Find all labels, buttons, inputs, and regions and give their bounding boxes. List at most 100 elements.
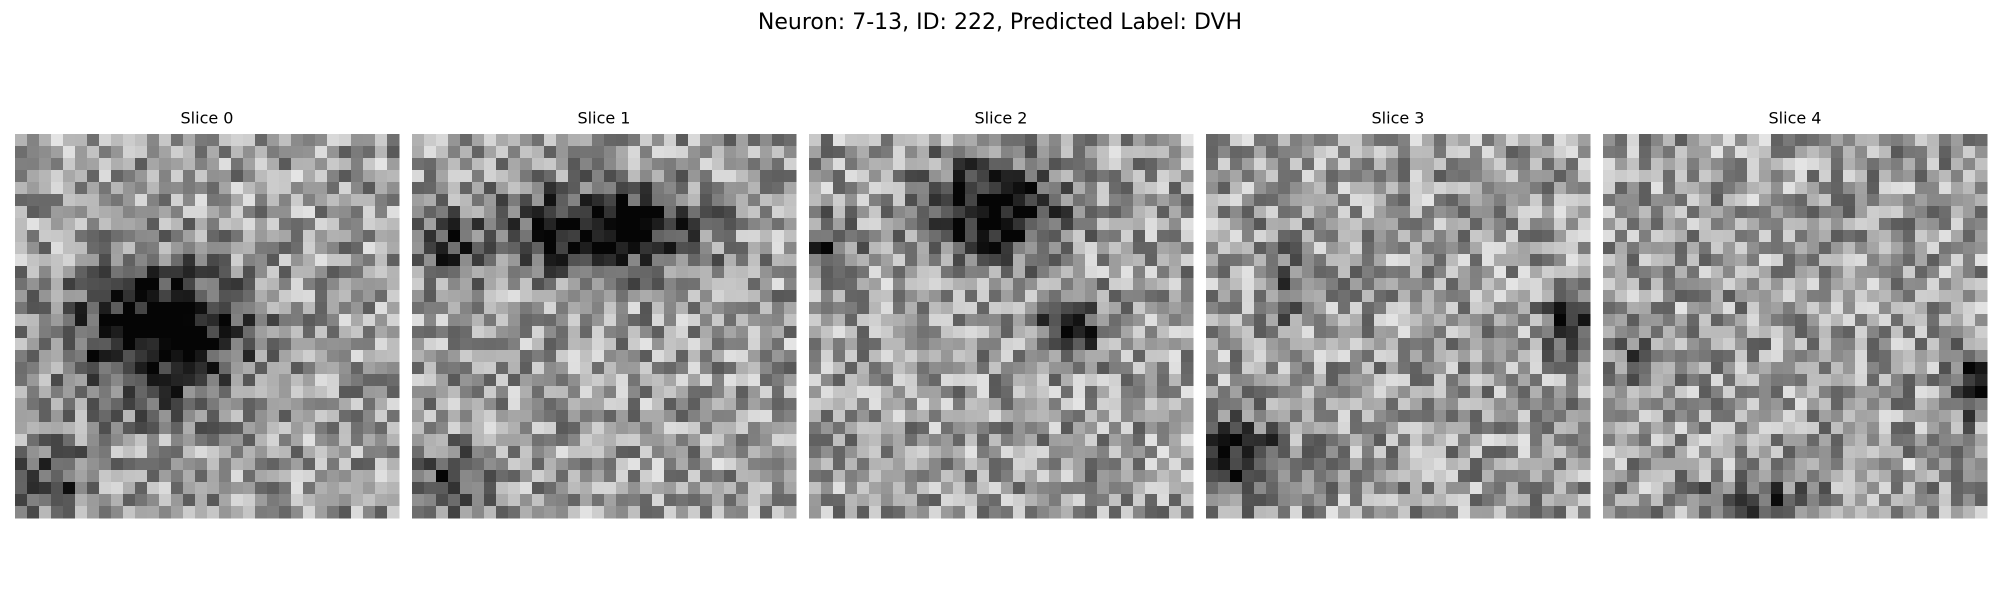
pixel xyxy=(424,506,437,519)
pixel xyxy=(857,146,870,159)
pixel xyxy=(1350,326,1363,339)
pixel xyxy=(1290,158,1303,171)
pixel xyxy=(965,182,978,195)
pixel xyxy=(544,278,557,291)
pixel xyxy=(1627,266,1640,279)
pixel xyxy=(1578,146,1591,159)
pixel xyxy=(99,302,112,315)
pixel xyxy=(496,506,509,519)
pixel xyxy=(508,338,521,351)
pixel xyxy=(1001,482,1014,495)
pixel xyxy=(568,470,581,483)
pixel xyxy=(1073,458,1086,471)
pixel xyxy=(568,134,581,147)
pixel xyxy=(989,170,1002,183)
pixel xyxy=(135,314,148,327)
pixel xyxy=(51,338,64,351)
pixel xyxy=(712,182,725,195)
pixel xyxy=(1819,158,1832,171)
pixel xyxy=(1819,434,1832,447)
pixel xyxy=(700,230,713,243)
pixel xyxy=(929,386,942,399)
pixel xyxy=(1783,446,1796,459)
pixel xyxy=(39,458,52,471)
pixel xyxy=(1939,170,1952,183)
pixel xyxy=(1639,350,1652,363)
pixel xyxy=(592,266,605,279)
pixel xyxy=(1530,374,1543,387)
pixel xyxy=(1951,194,1964,207)
pixel xyxy=(75,170,88,183)
pixel xyxy=(809,374,822,387)
pixel xyxy=(736,482,749,495)
pixel xyxy=(1735,182,1748,195)
pixel xyxy=(1398,302,1411,315)
pixel xyxy=(508,194,521,207)
pixel xyxy=(1037,374,1050,387)
pixel xyxy=(1049,506,1062,519)
pixel xyxy=(1169,206,1182,219)
pixel xyxy=(989,254,1002,267)
pixel xyxy=(436,242,449,255)
pixel xyxy=(941,194,954,207)
pixel xyxy=(965,470,978,483)
pixel xyxy=(712,410,725,423)
pixel xyxy=(1013,230,1026,243)
pixel xyxy=(1061,386,1074,399)
pixel xyxy=(700,290,713,303)
pixel xyxy=(351,278,364,291)
pixel xyxy=(1831,194,1844,207)
pixel xyxy=(736,182,749,195)
pixel xyxy=(1230,446,1243,459)
pixel xyxy=(448,230,461,243)
pixel xyxy=(556,182,569,195)
pixel xyxy=(123,398,136,411)
pixel xyxy=(700,482,713,495)
pixel xyxy=(688,398,701,411)
pixel xyxy=(1338,278,1351,291)
pixel xyxy=(568,398,581,411)
pixel xyxy=(580,326,593,339)
pixel xyxy=(1687,290,1700,303)
pixel xyxy=(688,458,701,471)
pixel xyxy=(821,374,834,387)
pixel xyxy=(1795,158,1808,171)
pixel xyxy=(508,314,521,327)
pixel xyxy=(1085,314,1098,327)
pixel xyxy=(1470,278,1483,291)
pixel xyxy=(1867,278,1880,291)
pixel xyxy=(496,350,509,363)
pixel xyxy=(700,386,713,399)
pixel xyxy=(1374,398,1387,411)
pixel xyxy=(1206,266,1219,279)
pixel xyxy=(784,194,797,207)
pixel xyxy=(544,434,557,447)
pixel xyxy=(1386,314,1399,327)
pixel xyxy=(363,146,376,159)
pixel xyxy=(1867,146,1880,159)
pixel xyxy=(1025,242,1038,255)
pixel xyxy=(424,470,437,483)
pixel xyxy=(1458,434,1471,447)
pixel xyxy=(1218,410,1231,423)
pixel xyxy=(736,410,749,423)
pixel xyxy=(652,182,665,195)
pixel xyxy=(99,338,112,351)
pixel xyxy=(1206,326,1219,339)
pixel xyxy=(869,266,882,279)
pixel xyxy=(1615,314,1628,327)
pixel xyxy=(123,446,136,459)
pixel xyxy=(1951,302,1964,315)
pixel xyxy=(821,290,834,303)
pixel xyxy=(183,314,196,327)
pixel xyxy=(1230,278,1243,291)
pixel xyxy=(1699,206,1712,219)
pixel xyxy=(291,146,304,159)
pixel xyxy=(1675,350,1688,363)
pixel xyxy=(315,146,328,159)
pixel xyxy=(700,470,713,483)
pixel xyxy=(1518,338,1531,351)
pixel xyxy=(219,218,232,231)
pixel xyxy=(436,146,449,159)
pixel xyxy=(1109,146,1122,159)
